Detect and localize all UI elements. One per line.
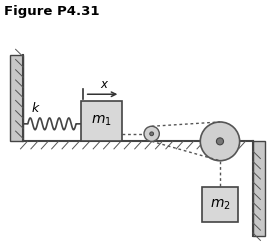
Bar <box>10 55 23 141</box>
Bar <box>253 141 265 235</box>
Circle shape <box>150 132 153 136</box>
Text: $x$: $x$ <box>100 78 109 91</box>
Text: $k$: $k$ <box>31 101 41 115</box>
Text: Figure P4.31: Figure P4.31 <box>4 5 100 18</box>
Text: $m_1$: $m_1$ <box>91 114 112 128</box>
Bar <box>202 187 238 222</box>
Bar <box>81 101 122 141</box>
Circle shape <box>200 122 240 161</box>
Circle shape <box>144 126 159 141</box>
Text: $m_2$: $m_2$ <box>209 197 230 212</box>
Circle shape <box>216 138 224 145</box>
